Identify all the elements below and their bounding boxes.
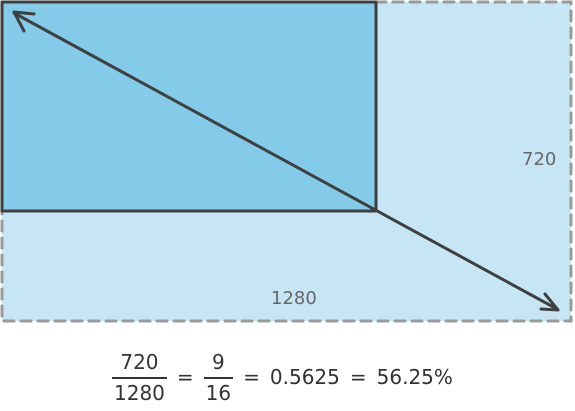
outer-width-label: 1280	[271, 288, 317, 309]
resolution-ratio-denominator: 1280	[114, 380, 165, 405]
simplified-ratio-denominator: 16	[205, 380, 232, 405]
percentage-ratio-value: 56.25%	[376, 365, 453, 389]
equals-sign-2: =	[243, 365, 260, 389]
simplified-ratio-numerator: 9	[212, 349, 225, 374]
top-left-arrowhead	[12, 10, 36, 33]
simplified-ratio-fraction: 9 16	[203, 349, 234, 405]
aspect-ratio-equation: 720 1280 = 9 16 = 0.5625 = 56.25%	[112, 347, 453, 407]
equals-sign-3: =	[349, 365, 367, 389]
outer-height-label: 720	[522, 149, 556, 170]
bottom-right-arrowhead	[539, 292, 560, 312]
equals-sign-1: =	[176, 365, 194, 389]
resolution-ratio-fraction: 720 1280	[112, 352, 167, 403]
fraction-bar	[203, 376, 234, 379]
resolution-ratio-numerator: 720	[120, 349, 159, 374]
fraction-bar	[112, 376, 167, 379]
scale-arrow-shaft	[12, 11, 559, 311]
decimal-ratio-value: 0.5625	[269, 365, 340, 389]
